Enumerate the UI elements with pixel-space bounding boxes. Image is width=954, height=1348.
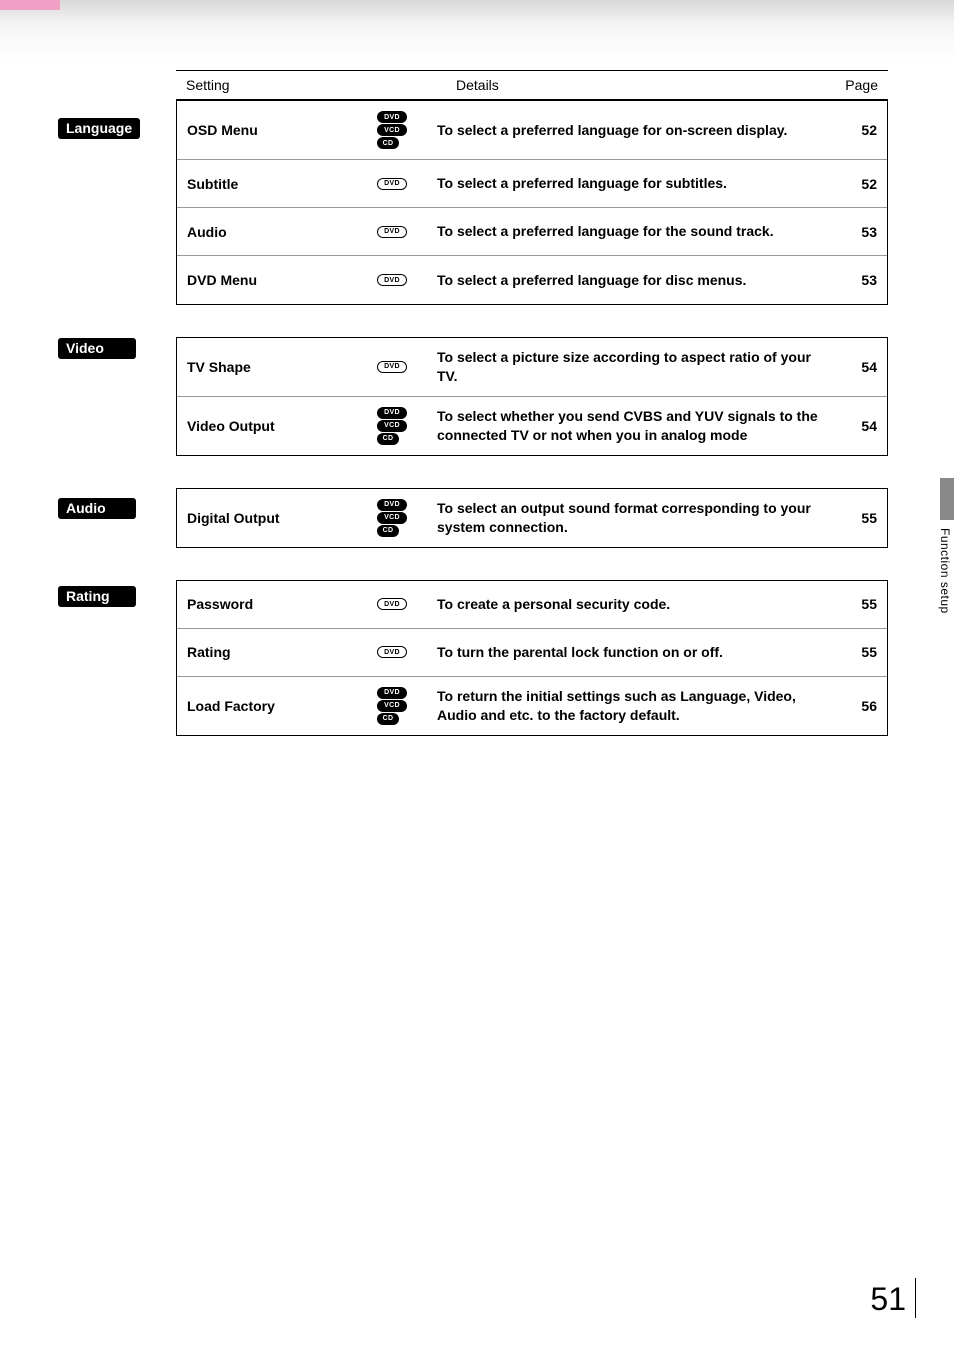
setting-name: OSD Menu [187,122,377,138]
disc-badge-icon: DVD [377,646,407,658]
disc-icons: DVDVCDCD [377,111,437,149]
setting-page: 54 [841,359,877,375]
category-label: Audio [58,498,136,519]
setting-page: 53 [841,224,877,240]
category-label: Language [58,118,140,139]
settings-section: Digital OutputDVDVCDCDTo select an outpu… [176,488,888,548]
setting-name: Password [187,596,377,612]
disc-icons: DVD [377,178,437,190]
setting-details: To turn the parental lock function on or… [437,643,841,662]
disc-icons: DVD [377,598,437,610]
setting-page: 53 [841,272,877,288]
setting-page: 56 [841,698,877,714]
setting-details: To select whether you send CVBS and YUV … [437,407,841,445]
table-row: Load FactoryDVDVCDCDTo return the initia… [177,677,887,735]
disc-badge-icon: DVD [377,407,407,419]
disc-badge-icon: CD [377,713,399,725]
setting-page: 55 [841,510,877,526]
disc-icons: DVDVCDCD [377,407,437,445]
content-area: Setting Details Page OSD MenuDVDVCDCDTo … [58,70,888,768]
setting-name: Load Factory [187,698,377,714]
setting-name: TV Shape [187,359,377,375]
disc-icons: DVD [377,361,437,373]
setting-page: 54 [841,418,877,434]
category-label: Rating [58,586,136,607]
setting-details: To select a preferred language for disc … [437,271,841,290]
table-row: SubtitleDVD To select a preferred languag… [177,160,887,208]
setting-page: 55 [841,644,877,660]
disc-badge-icon: DVD [377,226,407,238]
header-page: Page [832,77,888,93]
side-tab-marker [940,478,954,520]
table-row: Video OutputDVDVCDCDTo select whether yo… [177,397,887,455]
setting-details: To select a preferred language for the s… [437,222,841,241]
disc-badge-icon: DVD [377,598,407,610]
side-tab: Function setup [934,478,954,618]
setting-name: DVD Menu [187,272,377,288]
page-number-rule [915,1278,916,1318]
table-row: RatingDVD To turn the parental lock funct… [177,629,887,677]
disc-icons: DVD [377,226,437,238]
setting-page: 52 [841,122,877,138]
side-tab-label: Function setup [938,528,952,614]
disc-badge-icon: VCD [377,700,407,712]
setting-name: Audio [187,224,377,240]
table-header: Setting Details Page [176,70,888,100]
table-row: AudioDVD To select a preferred language f… [177,208,887,256]
table-row: PasswordDVD To create a personal security… [177,581,887,629]
setting-details: To select a preferred language for subti… [437,174,841,193]
setting-details: To return the initial settings such as L… [437,687,841,725]
setting-details: To select an output sound format corresp… [437,499,841,537]
setting-name: Video Output [187,418,377,434]
category-label: Video [58,338,136,359]
disc-badge-icon: DVD [377,687,407,699]
disc-badge-icon: CD [377,525,399,537]
top-gradient [0,0,954,60]
disc-badge-icon: CD [377,433,399,445]
setting-details: To select a preferred language for on-sc… [437,121,841,140]
corner-tab [0,0,60,10]
setting-page: 52 [841,176,877,192]
disc-badge-icon: DVD [377,111,407,123]
setting-details: To create a personal security code. [437,595,841,614]
setting-details: To select a picture size according to as… [437,348,841,386]
settings-section: PasswordDVDTo create a personal security… [176,580,888,736]
disc-badge-icon: DVD [377,499,407,511]
disc-badge-icon: DVD [377,274,407,286]
disc-icons: DVD [377,274,437,286]
disc-icons: DVDVCDCD [377,499,437,537]
setting-name: Digital Output [187,510,377,526]
disc-badge-icon: VCD [377,124,407,136]
disc-badge-icon: DVD [377,361,407,373]
table-row: DVD MenuDVD To select a preferred languag… [177,256,887,304]
table-row: OSD MenuDVDVCDCDTo select a preferred la… [177,101,887,160]
disc-badge-icon: CD [377,137,399,149]
page-number: 51 [870,1281,906,1318]
disc-icons: DVD [377,646,437,658]
settings-section: OSD MenuDVDVCDCDTo select a preferred la… [176,100,888,305]
disc-badge-icon: VCD [377,420,407,432]
disc-icons: DVDVCDCD [377,687,437,725]
table-row: Digital OutputDVDVCDCDTo select an outpu… [177,489,887,547]
table-row: TV ShapeDVD To select a picture size acco… [177,338,887,397]
setting-name: Rating [187,644,377,660]
disc-badge-icon: DVD [377,178,407,190]
setting-name: Subtitle [187,176,377,192]
header-setting: Setting [176,77,376,93]
setting-page: 55 [841,596,877,612]
settings-section: TV ShapeDVDTo select a picture size acco… [176,337,888,456]
header-details: Details [376,77,832,93]
disc-badge-icon: VCD [377,512,407,524]
